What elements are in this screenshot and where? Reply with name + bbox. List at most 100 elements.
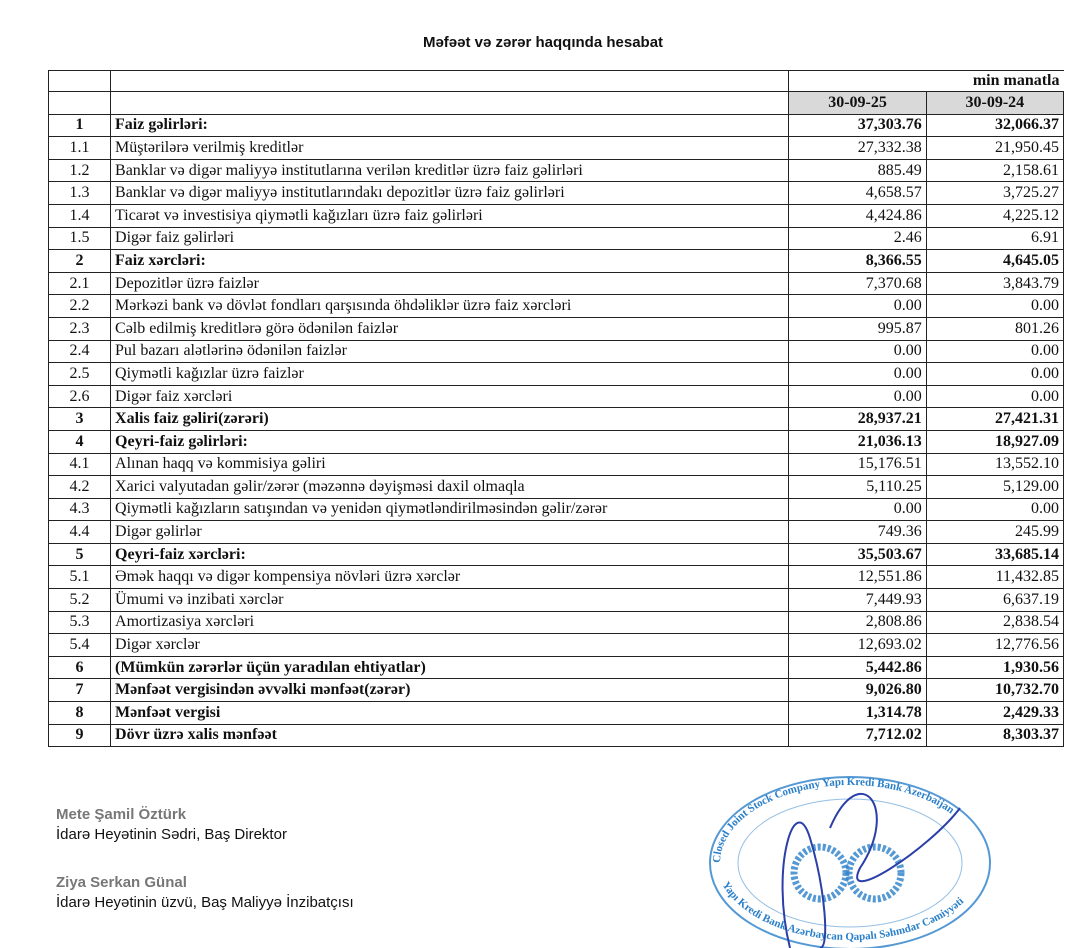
row-number: 5.3	[47, 610, 112, 635]
value-2025: 37,303.76	[788, 113, 927, 138]
row-label: Depozitlər üzrə faizlər	[110, 271, 790, 296]
row-label: Qeyri-faiz xərcləri:	[110, 542, 790, 567]
value-2025: 28,937.21	[788, 407, 927, 431]
value-2025: 0.00	[788, 497, 927, 522]
row-number: 5.2	[47, 588, 112, 612]
row-label: Dövr üzrə xalis mənfəət	[110, 723, 790, 748]
table-row: 8 Mənfəət vergisi 1,314.78 2,429.33	[47, 701, 1065, 725]
table-row: 2.5 Qiymətli kağızlar üzrə faizlər 0.00 0.0…	[47, 362, 1065, 386]
table-row: 4.4 Digər gəlirlər 749.36 245.99	[47, 520, 1065, 544]
value-2025: 7,370.68	[788, 271, 927, 296]
value-2025: 15,176.51	[788, 452, 927, 477]
row-label: Qiymətli kağızlar üzrə faizlər	[110, 362, 790, 386]
header-row: 30-09-25 30-09-24	[47, 91, 1065, 115]
row-number: 1.2	[47, 158, 112, 183]
row-label: Digər gəlirlər	[110, 520, 790, 544]
company-stamp: Closed Joint Stock Company Yapı Kredi Ba…	[709, 776, 991, 948]
value-2025: 12,551.86	[788, 565, 927, 590]
value-2025: 7,712.02	[788, 723, 927, 748]
row-label: Faiz gəlirləri:	[110, 113, 790, 138]
table-row: 2.3 Cəlb edilmiş kreditlərə görə ödənilən…	[47, 316, 1065, 341]
row-number: 6	[47, 655, 112, 680]
row-number: 2	[47, 249, 112, 273]
table-row: 1.3 Banklar və digər maliyyə institutları…	[47, 181, 1065, 205]
value-2024: 0.00	[925, 362, 1065, 386]
value-2024: 5,129.00	[925, 475, 1065, 499]
value-2025: 7,449.93	[788, 588, 927, 612]
row-label: Əmək haqqı və digər kompensiya növləri ü…	[110, 565, 790, 590]
unit-label: min manatla	[788, 70, 1064, 92]
value-2025: 995.87	[788, 316, 927, 341]
value-2024: 12,776.56	[925, 633, 1065, 657]
row-number: 1.5	[47, 226, 112, 251]
row-label: Qiymətli kağızların satışından və yenidə…	[110, 497, 790, 522]
value-2024: 11,432.85	[925, 565, 1065, 590]
value-2024: 3,725.27	[925, 181, 1065, 205]
row-label: Banklar və digər maliyyə institutlarına …	[110, 158, 790, 183]
table-row: 2.6 Digər faiz xərcləri 0.00 0.00	[47, 384, 1065, 409]
row-label: Xarici valyutadan gəlir/zərər (məzənnə d…	[110, 475, 790, 499]
table-row: 5.3 Amortizasiya xərcləri 2,808.86 2,838.54	[47, 610, 1065, 635]
table-row: 2 Faiz xərcləri: 8,366.55 4,645.05	[47, 249, 1065, 273]
value-2024: 21,950.45	[925, 136, 1065, 160]
table-row: 5.1 Əmək haqqı və digər kompensiya növlər…	[47, 565, 1065, 590]
signatory-name: Ziya Serkan Günal	[56, 874, 187, 891]
value-2024: 10,732.70	[925, 678, 1065, 703]
table-row: 1.2 Banklar və digər maliyyə institutları…	[47, 158, 1065, 183]
row-label: (Mümkün zərərlər üçün yaradılan ehtiyatl…	[110, 655, 790, 680]
row-number: 4.3	[47, 497, 112, 522]
value-2025: 4,424.86	[788, 203, 927, 228]
signatory-2: Ziya Serkan Günal İdarə Heyətinin üzvü, …	[56, 874, 354, 911]
table-row: 4.2 Xarici valyutadan gəlir/zərər (məzənn…	[47, 475, 1065, 499]
table-row: 3 Xalis faiz gəliri(zərəri) 28,937.21 27,42…	[47, 407, 1065, 431]
value-2024: 6.91	[925, 226, 1065, 251]
value-2025: 1,314.78	[788, 701, 927, 725]
table-row: 2.4 Pul bazarı alətlərinə ödənilən faizlə…	[47, 339, 1065, 364]
row-number: 2.5	[47, 362, 112, 386]
row-label: Xalis faiz gəliri(zərəri)	[110, 407, 790, 431]
row-number: 4	[47, 429, 112, 454]
value-2024: 0.00	[925, 294, 1065, 318]
table-row: 4.3 Qiymətli kağızların satışından və yen…	[47, 497, 1065, 522]
row-number: 5.1	[47, 565, 112, 590]
signatory-name: Mete Şamil Öztürk	[56, 806, 187, 823]
row-label: Müştərilərə verilmiş kreditlər	[110, 136, 790, 160]
value-2025: 2.46	[788, 226, 927, 251]
value-2024: 0.00	[925, 384, 1065, 409]
value-2025: 21,036.13	[788, 429, 927, 454]
table-row: 1.1 Müştərilərə verilmiş kreditlər 27,332.…	[47, 136, 1065, 160]
value-2025: 8,366.55	[788, 249, 927, 273]
value-2025: 0.00	[788, 362, 927, 386]
row-label: Mərkəzi bank və dövlət fondları qarşısın…	[110, 294, 790, 318]
table-row: 9 Dövr üzrə xalis mənfəət 7,712.02 8,303.37	[47, 723, 1065, 748]
row-label: Digər xərclər	[110, 633, 790, 657]
value-2024: 801.26	[925, 316, 1065, 341]
value-2025: 0.00	[788, 339, 927, 364]
table-row: 1.5 Digər faiz gəlirləri 2.46 6.91	[47, 226, 1065, 251]
report-title: Məfəət və zərər haqqında hesabat	[422, 34, 664, 51]
row-number: 4.2	[47, 475, 112, 499]
table-row: 2.2 Mərkəzi bank və dövlət fondları qarşı…	[47, 294, 1065, 318]
row-label: Ticarət və investisiya qiymətli kağızlar…	[110, 203, 790, 228]
row-label: Digər faiz gəlirləri	[110, 226, 790, 251]
value-2025: 5,442.86	[788, 655, 927, 680]
row-number: 5.4	[47, 633, 112, 657]
row-label: Digər faiz xərcləri	[110, 384, 790, 409]
row-label: Cəlb edilmiş kreditlərə görə ödənilən fa…	[110, 316, 790, 341]
value-2025: 4,658.57	[788, 181, 927, 205]
row-label: Alınan haqq və kommisiya gəliri	[110, 452, 790, 477]
row-number: 2.6	[47, 384, 112, 409]
row-number: 1	[47, 113, 112, 138]
value-2025: 2,808.86	[788, 610, 927, 635]
row-number: 1.1	[47, 136, 112, 160]
signatory-position: İdarə Heyətinin Sədri, Baş Direktor	[56, 826, 287, 843]
table-row: 5.2 Ümumi və inzibati xərclər 7,449.93 6,63…	[47, 588, 1065, 612]
value-2024: 33,685.14	[925, 542, 1065, 567]
value-2025: 27,332.38	[788, 136, 927, 160]
row-label: Faiz xərcləri:	[110, 249, 790, 273]
column-header: 30-09-24	[925, 91, 1065, 115]
value-2024: 0.00	[925, 339, 1065, 364]
value-2024: 27,421.31	[925, 407, 1065, 431]
value-2025: 35,503.67	[788, 542, 927, 567]
row-label: Pul bazarı alətlərinə ödənilən faizlər	[110, 339, 790, 364]
